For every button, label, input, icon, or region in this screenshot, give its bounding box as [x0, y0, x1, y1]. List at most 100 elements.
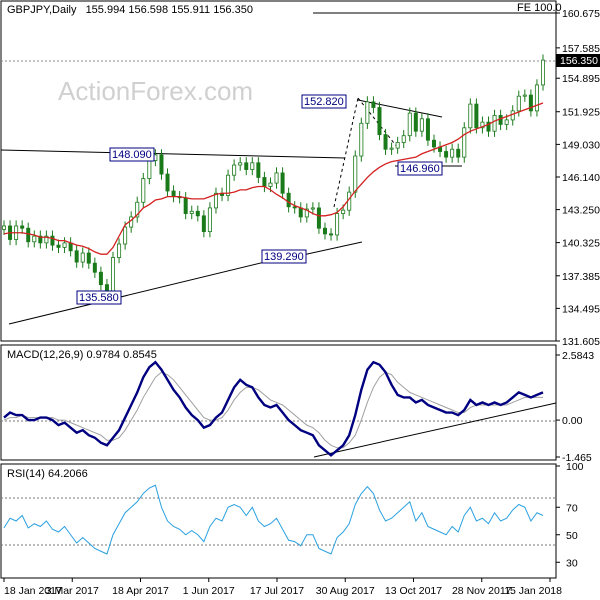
candle	[359, 117, 364, 162]
price-tick-label: 143.250	[562, 205, 600, 217]
candle	[117, 238, 122, 264]
ohlc-values: 155.994 156.598 155.911 156.350	[86, 4, 253, 16]
price-tick-label: 140.325	[562, 238, 600, 250]
candle	[329, 228, 334, 241]
macd-signal-line	[3, 371, 543, 449]
price-tick-label: 149.030	[562, 139, 600, 151]
candle	[335, 207, 340, 241]
candle	[425, 113, 430, 146]
price-tick-label: 160.675	[562, 8, 600, 20]
candle	[292, 201, 297, 214]
macd-line	[3, 360, 544, 457]
candle	[438, 141, 443, 158]
candle	[141, 172, 146, 208]
macd-panel-border	[0, 344, 557, 461]
candle	[371, 96, 376, 114]
macd-y-axis: 2.5843 0.00 -1.465	[556, 350, 594, 464]
date-tick-label: 17 Jul 2017	[250, 585, 304, 597]
candle	[2, 220, 7, 235]
date-tick-label: 30 Aug 2017	[316, 585, 375, 597]
wave-dash-1	[333, 97, 359, 208]
candle	[304, 203, 309, 223]
candle	[262, 171, 267, 193]
rsi-tick-label: 30	[566, 557, 578, 569]
candle	[135, 196, 140, 223]
candle	[528, 89, 533, 117]
candle	[159, 149, 164, 180]
candle	[20, 220, 25, 234]
rsi-line	[3, 484, 544, 555]
candle	[419, 113, 424, 137]
svg-text:139.290: 139.290	[264, 251, 304, 263]
candle	[80, 247, 85, 268]
label-135580: 135.580	[76, 290, 122, 305]
candle	[286, 187, 291, 213]
candle	[56, 239, 61, 254]
candle	[98, 266, 103, 291]
candle	[480, 116, 485, 134]
candle	[238, 157, 243, 171]
candle	[474, 98, 479, 134]
price-tick-label: 134.495	[562, 303, 600, 315]
candle	[189, 205, 194, 220]
price-tick-label: 154.895	[562, 73, 600, 85]
last-price-tag	[556, 54, 600, 67]
watermark: ActionForex.com	[58, 76, 253, 106]
macd-trendline	[313, 402, 557, 458]
candle	[534, 79, 539, 117]
rsi-tick-label: 70	[566, 502, 578, 514]
price-tick-label: 157.585	[562, 43, 600, 55]
candle	[450, 143, 455, 163]
price-panel-border	[0, 0, 557, 342]
date-tick-label: 28 Nov 2017	[452, 585, 512, 597]
date-tick-label: 18 Jan 2017	[4, 585, 62, 597]
price-tick-label: 151.925	[562, 107, 600, 119]
candle	[256, 157, 261, 184]
sma-line	[3, 102, 544, 255]
candle	[401, 130, 406, 149]
candle	[389, 142, 394, 155]
price-candles	[2, 54, 546, 299]
candle	[220, 187, 225, 202]
candle	[298, 202, 303, 223]
candle	[38, 230, 43, 249]
label-148090: 148.090	[109, 147, 155, 162]
candle	[165, 168, 170, 197]
candle	[32, 230, 37, 248]
candle	[462, 122, 467, 163]
candle	[353, 150, 358, 198]
date-tick-label: 13 Oct 2017	[385, 585, 442, 597]
last-price-value: 156.350	[560, 55, 598, 67]
candle	[486, 116, 491, 137]
candle	[50, 230, 55, 251]
candle	[365, 96, 370, 129]
candle	[129, 211, 134, 233]
candle	[316, 202, 321, 234]
candle	[86, 247, 91, 269]
candle	[250, 157, 255, 176]
macd-tick-label: -1.465	[562, 452, 592, 464]
candle	[207, 202, 212, 238]
candle	[213, 187, 218, 214]
resistance-line-148	[0, 149, 346, 159]
candle	[522, 89, 527, 102]
candle	[226, 169, 231, 202]
candle	[407, 107, 412, 142]
rsi-tick-label: 50	[566, 530, 578, 542]
candle	[498, 109, 503, 131]
candle	[195, 205, 200, 222]
svg-text:152.820: 152.820	[304, 96, 344, 108]
label-139290: 139.290	[261, 249, 307, 264]
macd-tick-label: 2.5843	[562, 350, 594, 362]
date-tick-label: 18 Apr 2017	[112, 585, 169, 597]
chart-title: GBPJPY,Daily 155.994 156.598 155.911 156…	[7, 4, 253, 16]
macd-title: MACD(12,26,9) 0.9784 0.8545	[7, 349, 157, 361]
candle	[274, 167, 279, 189]
fe-label: FE 100.0	[517, 2, 562, 14]
candle	[68, 237, 73, 257]
svg-text:148.090: 148.090	[112, 149, 152, 161]
price-tick-label: 146.140	[562, 172, 600, 184]
label-152820: 152.820	[301, 94, 347, 109]
svg-text:135.580: 135.580	[79, 292, 119, 304]
